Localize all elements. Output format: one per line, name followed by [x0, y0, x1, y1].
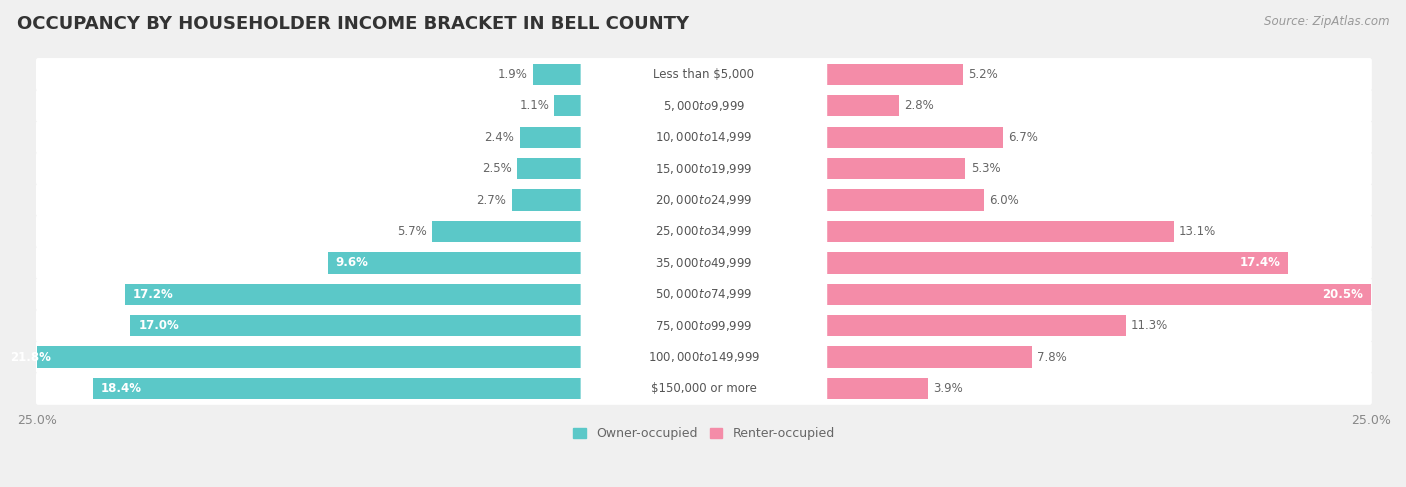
Text: 20.5%: 20.5%: [1322, 288, 1362, 301]
FancyBboxPatch shape: [581, 92, 827, 120]
Text: 1.1%: 1.1%: [519, 99, 550, 112]
Text: $35,000 to $49,999: $35,000 to $49,999: [655, 256, 752, 270]
FancyBboxPatch shape: [581, 248, 827, 277]
Text: 1.9%: 1.9%: [498, 68, 527, 81]
Text: $50,000 to $74,999: $50,000 to $74,999: [655, 287, 752, 301]
Text: $75,000 to $99,999: $75,000 to $99,999: [655, 318, 752, 333]
Bar: [533, 64, 583, 85]
Text: 3.9%: 3.9%: [934, 382, 963, 395]
Bar: [824, 158, 966, 179]
Text: 6.7%: 6.7%: [1008, 131, 1038, 144]
Bar: [517, 158, 583, 179]
Bar: [432, 221, 583, 242]
Text: 2.8%: 2.8%: [904, 99, 934, 112]
Text: $5,000 to $9,999: $5,000 to $9,999: [662, 99, 745, 113]
Text: 5.3%: 5.3%: [970, 162, 1001, 175]
Bar: [125, 283, 583, 305]
Bar: [520, 127, 583, 148]
FancyBboxPatch shape: [37, 246, 1372, 279]
Text: 21.8%: 21.8%: [10, 351, 51, 364]
Text: 6.0%: 6.0%: [990, 193, 1019, 206]
Bar: [824, 346, 1032, 368]
FancyBboxPatch shape: [581, 60, 827, 89]
FancyBboxPatch shape: [581, 154, 827, 183]
Text: 7.8%: 7.8%: [1038, 351, 1067, 364]
Bar: [93, 378, 583, 399]
Text: Less than $5,000: Less than $5,000: [654, 68, 755, 81]
FancyBboxPatch shape: [37, 341, 1372, 374]
Text: 9.6%: 9.6%: [336, 256, 368, 269]
Text: $10,000 to $14,999: $10,000 to $14,999: [655, 130, 752, 144]
FancyBboxPatch shape: [37, 215, 1372, 248]
Bar: [824, 378, 928, 399]
Text: 11.3%: 11.3%: [1130, 319, 1168, 332]
Text: 17.2%: 17.2%: [132, 288, 173, 301]
FancyBboxPatch shape: [581, 186, 827, 214]
Text: 2.4%: 2.4%: [485, 131, 515, 144]
Text: $15,000 to $19,999: $15,000 to $19,999: [655, 162, 752, 176]
Bar: [824, 283, 1371, 305]
Bar: [512, 189, 583, 211]
Bar: [824, 95, 898, 116]
Bar: [131, 315, 583, 337]
FancyBboxPatch shape: [581, 280, 827, 309]
Bar: [824, 189, 984, 211]
FancyBboxPatch shape: [581, 311, 827, 340]
FancyBboxPatch shape: [37, 278, 1372, 311]
FancyBboxPatch shape: [37, 372, 1372, 405]
Text: 2.7%: 2.7%: [477, 193, 506, 206]
Text: $20,000 to $24,999: $20,000 to $24,999: [655, 193, 752, 207]
Legend: Owner-occupied, Renter-occupied: Owner-occupied, Renter-occupied: [568, 422, 839, 445]
Text: 5.2%: 5.2%: [969, 68, 998, 81]
FancyBboxPatch shape: [581, 217, 827, 246]
Text: Source: ZipAtlas.com: Source: ZipAtlas.com: [1264, 15, 1389, 28]
FancyBboxPatch shape: [37, 121, 1372, 153]
Text: 17.4%: 17.4%: [1240, 256, 1281, 269]
FancyBboxPatch shape: [37, 309, 1372, 342]
Text: 2.5%: 2.5%: [482, 162, 512, 175]
FancyBboxPatch shape: [581, 343, 827, 372]
Text: $25,000 to $34,999: $25,000 to $34,999: [655, 225, 752, 239]
Bar: [824, 315, 1126, 337]
Bar: [554, 95, 583, 116]
Text: 18.4%: 18.4%: [101, 382, 142, 395]
Text: 17.0%: 17.0%: [138, 319, 179, 332]
Text: $100,000 to $149,999: $100,000 to $149,999: [648, 350, 761, 364]
FancyBboxPatch shape: [37, 184, 1372, 216]
FancyBboxPatch shape: [37, 90, 1372, 122]
Text: 5.7%: 5.7%: [396, 225, 426, 238]
Bar: [1, 346, 583, 368]
Bar: [824, 64, 963, 85]
Bar: [328, 252, 583, 274]
Text: 13.1%: 13.1%: [1178, 225, 1216, 238]
FancyBboxPatch shape: [581, 374, 827, 403]
Bar: [824, 221, 1174, 242]
Bar: [824, 252, 1288, 274]
FancyBboxPatch shape: [37, 152, 1372, 185]
FancyBboxPatch shape: [581, 123, 827, 151]
FancyBboxPatch shape: [37, 58, 1372, 91]
Text: $150,000 or more: $150,000 or more: [651, 382, 756, 395]
Text: OCCUPANCY BY HOUSEHOLDER INCOME BRACKET IN BELL COUNTY: OCCUPANCY BY HOUSEHOLDER INCOME BRACKET …: [17, 15, 689, 33]
Bar: [824, 127, 1002, 148]
